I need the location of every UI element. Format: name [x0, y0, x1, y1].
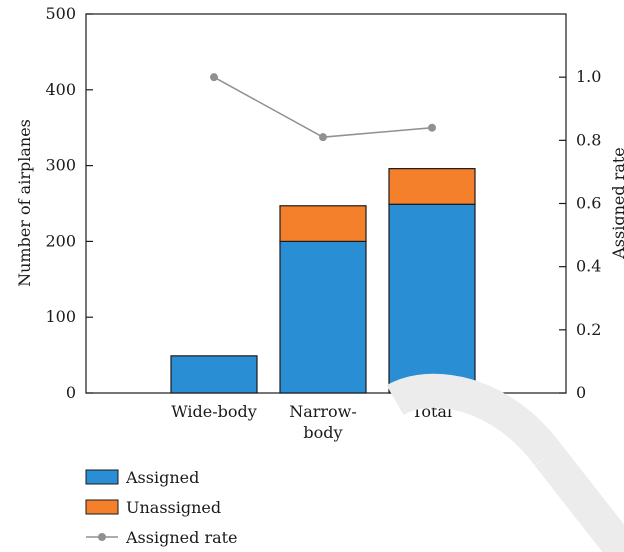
left-tick-label: 500 — [45, 4, 76, 23]
rate-line-path — [213, 76, 433, 138]
bar-unassigned-total — [388, 168, 476, 205]
left-tick-label: 300 — [45, 156, 76, 175]
legend-swatch — [85, 469, 119, 485]
left-tick-label: 400 — [45, 80, 76, 99]
y-axis-label-right: Assigned rate — [609, 147, 624, 260]
left-tick-label: 100 — [45, 307, 76, 326]
right-tick-label: 0.6 — [576, 194, 601, 213]
bar-assigned-narrow-body — [279, 240, 367, 394]
right-tick-label: 0 — [576, 383, 586, 402]
legend-label: Unassigned — [126, 498, 221, 517]
left-tick-label: 0 — [66, 383, 76, 402]
rate-point — [319, 133, 327, 142]
rate-point — [210, 73, 218, 82]
x-tick-label: Narrow- — [289, 402, 357, 421]
bar-unassigned-narrow-body — [279, 205, 367, 243]
right-tick-label: 0.8 — [576, 130, 601, 149]
right-tick-label: 0.4 — [576, 257, 601, 276]
x-tick-label: body — [303, 423, 342, 442]
legend-label: Assigned rate — [125, 528, 238, 547]
legend: Assigned Unassigned Assigned rate — [85, 468, 238, 547]
y-axis-label-left: Number of airplanes — [15, 119, 34, 287]
legend-label: Assigned — [125, 468, 199, 487]
bars — [170, 168, 476, 394]
right-tick-label: 1.0 — [576, 67, 601, 86]
left-axis-ticks: 0 100 200 300 400 500 — [45, 4, 93, 402]
legend-swatch — [85, 499, 119, 515]
rate-line — [210, 73, 436, 142]
left-tick-label: 200 — [45, 231, 76, 250]
watermark-arc-base — [534, 444, 624, 552]
legend-line-marker — [98, 533, 106, 541]
right-tick-label: 0.2 — [576, 320, 601, 339]
bar-assigned-total — [388, 203, 476, 394]
bar-assigned-wide-body — [170, 355, 258, 394]
watermark-arc — [386, 373, 562, 466]
rate-point — [428, 123, 436, 132]
right-axis-ticks: 0 0.2 0.4 0.6 0.8 1.0 — [559, 67, 601, 402]
x-tick-label: Wide-body — [171, 402, 257, 421]
